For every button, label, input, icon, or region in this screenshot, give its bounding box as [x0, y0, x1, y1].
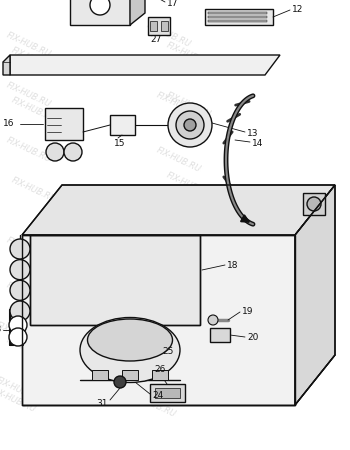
Polygon shape: [161, 21, 168, 31]
Text: 25: 25: [162, 347, 173, 356]
Ellipse shape: [80, 318, 180, 382]
Text: 24: 24: [152, 392, 163, 400]
Polygon shape: [45, 108, 83, 140]
Circle shape: [9, 316, 27, 334]
Text: FIX-HUB.RU: FIX-HUB.RU: [130, 391, 177, 419]
Circle shape: [168, 103, 212, 147]
Text: FIX-HUB.RU: FIX-HUB.RU: [165, 41, 212, 69]
Text: 20: 20: [247, 333, 258, 342]
Text: 17: 17: [167, 0, 178, 8]
Text: FIX-HUB.RU: FIX-HUB.RU: [165, 246, 212, 274]
Polygon shape: [10, 55, 280, 75]
Polygon shape: [30, 235, 200, 325]
Polygon shape: [3, 55, 10, 75]
Text: 26: 26: [154, 365, 165, 374]
Circle shape: [10, 301, 30, 321]
Text: 13: 13: [247, 129, 259, 138]
Text: FIX-HUB.RU: FIX-HUB.RU: [155, 341, 202, 369]
Text: FIX-HUB.RU: FIX-HUB.RU: [165, 318, 212, 346]
Circle shape: [114, 376, 126, 388]
Polygon shape: [150, 21, 157, 31]
Polygon shape: [148, 17, 170, 35]
Polygon shape: [295, 185, 335, 405]
Ellipse shape: [88, 319, 173, 361]
Polygon shape: [152, 370, 168, 380]
Circle shape: [176, 111, 204, 139]
Text: FIX-HUB.RU: FIX-HUB.RU: [155, 288, 202, 316]
Circle shape: [307, 197, 321, 211]
Polygon shape: [150, 384, 185, 402]
Polygon shape: [210, 328, 230, 342]
Polygon shape: [208, 15, 267, 18]
Text: 14: 14: [252, 139, 263, 148]
Text: FIX-HUB.RU: FIX-HUB.RU: [5, 136, 52, 164]
Text: FIX-HUB.RU: FIX-HUB.RU: [10, 96, 57, 124]
Circle shape: [64, 143, 82, 161]
Polygon shape: [205, 9, 273, 25]
Text: FIX-HUB.RU: FIX-HUB.RU: [155, 244, 202, 272]
Text: FIX-HUB.RU: FIX-HUB.RU: [10, 176, 57, 204]
Polygon shape: [303, 193, 325, 215]
Polygon shape: [70, 0, 130, 25]
Text: FIX-HUB.RU: FIX-HUB.RU: [165, 171, 212, 199]
Polygon shape: [22, 185, 335, 235]
Text: FIX-HUB.RU: FIX-HUB.RU: [10, 46, 57, 74]
Polygon shape: [92, 370, 108, 380]
Text: 19: 19: [242, 307, 253, 316]
Text: 15: 15: [114, 139, 126, 148]
Circle shape: [90, 0, 110, 15]
Polygon shape: [22, 235, 295, 405]
Text: 18: 18: [227, 261, 238, 270]
Circle shape: [10, 280, 30, 300]
Polygon shape: [208, 12, 267, 14]
Circle shape: [10, 260, 30, 279]
Text: FIX-HUB.RU: FIX-HUB.RU: [165, 371, 212, 399]
Text: 16: 16: [3, 120, 14, 129]
Text: FIX-HUB.RU: FIX-HUB.RU: [165, 91, 212, 119]
Polygon shape: [122, 370, 138, 380]
Text: 27: 27: [150, 36, 161, 45]
Text: FIX-HUB.RU: FIX-HUB.RU: [5, 236, 52, 264]
Circle shape: [46, 143, 64, 161]
Polygon shape: [208, 19, 267, 22]
Text: FIX-HUB.RU: FIX-HUB.RU: [5, 281, 52, 309]
Text: FIX-HUB.RU: FIX-HUB.RU: [0, 376, 42, 404]
Circle shape: [9, 328, 27, 346]
Text: FIX-HUB.RU: FIX-HUB.RU: [0, 386, 37, 414]
Text: FIX-HUB.RU: FIX-HUB.RU: [0, 321, 42, 349]
Circle shape: [208, 315, 218, 325]
Polygon shape: [155, 388, 180, 398]
Text: FIX-HUB.RU: FIX-HUB.RU: [155, 91, 202, 119]
Text: FIX-HUB.RU: FIX-HUB.RU: [10, 251, 57, 279]
Text: FIX-HUB.RU: FIX-HUB.RU: [5, 31, 52, 59]
Text: FIX-HUB.RU: FIX-HUB.RU: [5, 81, 52, 109]
Circle shape: [10, 239, 30, 259]
Text: FIX-HUB.RU: FIX-HUB.RU: [155, 146, 202, 174]
Text: 31: 31: [96, 400, 107, 409]
Polygon shape: [130, 0, 145, 25]
Text: FIX-HUB.RU: FIX-HUB.RU: [145, 21, 193, 49]
Polygon shape: [110, 115, 135, 135]
Text: 23: 23: [0, 325, 2, 334]
Circle shape: [184, 119, 196, 131]
Text: 12: 12: [292, 5, 303, 14]
Text: FIX-HUB.RU: FIX-HUB.RU: [5, 336, 52, 364]
